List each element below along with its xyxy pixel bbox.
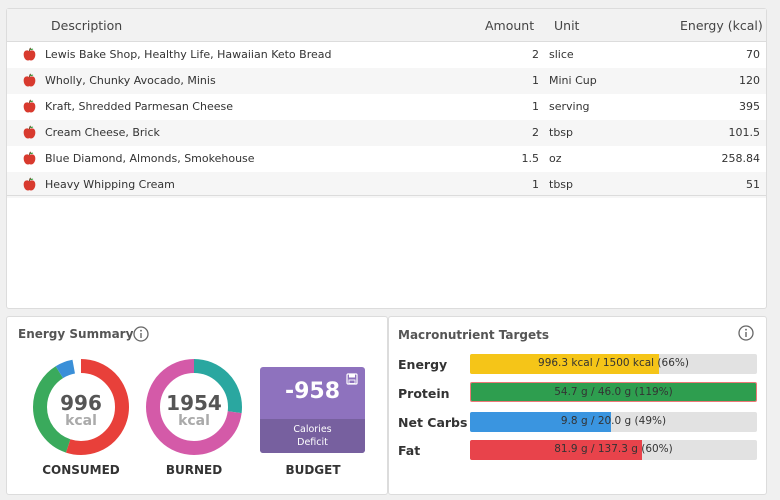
info-icon[interactable] [133, 326, 149, 342]
energy-summary-panel: Energy Summary 996 kcal CONSUMED 1954 kc… [6, 316, 388, 495]
consumed-value: 996 [60, 391, 102, 415]
protein-bar-fill [471, 383, 756, 401]
consumed-unit: kcal [65, 413, 97, 429]
table-header: Description Amount Unit Energy (kcal) [7, 9, 766, 42]
apple-icon [23, 151, 36, 165]
budget-value: -958 [284, 379, 341, 404]
row-unit: tbsp [549, 126, 574, 139]
food-diary-table: Description Amount Unit Energy (kcal) Le… [6, 8, 767, 309]
apple-icon [23, 99, 36, 113]
row-energy: 120 [739, 74, 760, 87]
energy-bar-fill [470, 354, 660, 374]
row-unit: oz [549, 152, 562, 165]
row-amount: 1 [532, 74, 539, 87]
row-unit: slice [549, 48, 574, 61]
budget-subtitle-line2: Deficit [297, 437, 328, 448]
table-row[interactable]: Kraft, Shredded Parmesan Cheese 1 servin… [7, 94, 766, 120]
net-carbs-bar-fill [470, 412, 611, 432]
consumed-donut-chart [33, 359, 129, 455]
net-carbs-progress-bar: 9.8 g / 20.0 g (49%) [470, 412, 757, 432]
row-amount: 1 [532, 178, 539, 191]
info-icon[interactable] [738, 325, 754, 341]
table-divider [7, 195, 766, 196]
burned-value: 1954 [166, 391, 222, 415]
row-description: Kraft, Shredded Parmesan Cheese [45, 100, 233, 113]
apple-icon [23, 125, 36, 139]
row-amount: 2 [532, 126, 539, 139]
row-energy: 70 [746, 48, 760, 61]
row-energy: 258.84 [721, 152, 761, 165]
table-row[interactable]: Wholly, Chunky Avocado, Minis 1 Mini Cup… [7, 68, 766, 94]
row-description: Heavy Whipping Cream [45, 178, 175, 191]
fat-bar-fill [470, 440, 643, 460]
energy-summary-title: Energy Summary [18, 327, 134, 341]
row-description: Lewis Bake Shop, Healthy Life, Hawaiian … [45, 48, 332, 61]
column-header-amount[interactable]: Amount [485, 18, 535, 33]
budget-subtitle: Calories Deficit [260, 419, 365, 453]
energy-bar-text: 996.3 kcal / 1500 kcal (66%) [538, 357, 689, 369]
apple-icon [23, 177, 36, 191]
macronutrient-targets-panel: Macronutrient Targets Energy 996.3 kcal … [388, 316, 767, 495]
burned-donut-chart [146, 359, 242, 455]
net-carbs-bar-text: 9.8 g / 20.0 g (49%) [560, 415, 667, 427]
row-description: Wholly, Chunky Avocado, Minis [45, 74, 216, 87]
table-row[interactable]: Cream Cheese, Brick 2 tbsp 101.5 [7, 120, 766, 146]
table-row[interactable]: Lewis Bake Shop, Healthy Life, Hawaiian … [7, 42, 766, 68]
protein-progress-bar: 54.7 g / 46.0 g (119%) [470, 382, 757, 402]
table-row[interactable]: Heavy Whipping Cream 1 tbsp 51 [7, 172, 766, 198]
macro-label-net-carbs: Net Carbs [398, 415, 468, 430]
row-amount: 1 [532, 100, 539, 113]
budget-subtitle-line1: Calories [293, 424, 332, 435]
row-unit: Mini Cup [549, 74, 597, 87]
column-header-unit[interactable]: Unit [554, 18, 580, 33]
energy-progress-bar: 996.3 kcal / 1500 kcal (66%) [470, 354, 757, 374]
fat-bar-text: 81.9 g / 137.3 g (60%) [554, 443, 673, 455]
row-unit: serving [549, 100, 590, 113]
save-icon[interactable] [346, 373, 358, 385]
macro-label-energy: Energy [398, 357, 448, 372]
protein-bar-text: 54.7 g / 46.0 g (119%) [554, 386, 673, 398]
budget-tile[interactable]: -958 Calories Deficit [260, 367, 365, 453]
table-row[interactable]: Blue Diamond, Almonds, Smokehouse 1.5 oz… [7, 146, 766, 172]
apple-icon [23, 47, 36, 61]
apple-icon [23, 73, 36, 87]
macro-label-fat: Fat [398, 443, 421, 458]
burned-unit: kcal [178, 413, 210, 429]
row-amount: 1.5 [521, 152, 540, 165]
row-description: Cream Cheese, Brick [45, 126, 160, 139]
burned-segment-pink [146, 359, 242, 455]
row-energy: 101.5 [728, 126, 761, 139]
macro-label-protein: Protein [398, 386, 450, 401]
macro-targets-title: Macronutrient Targets [398, 328, 550, 342]
consumed-segment-red [33, 359, 129, 455]
row-amount: 2 [532, 48, 539, 61]
row-unit: tbsp [549, 178, 574, 191]
consumed-label: CONSUMED [42, 463, 120, 477]
row-energy: 51 [746, 178, 760, 191]
consumed-segment-green [33, 359, 129, 455]
row-energy: 395 [739, 100, 760, 113]
column-header-description[interactable]: Description [51, 18, 123, 33]
burned-label: BURNED [165, 463, 223, 477]
fat-progress-bar: 81.9 g / 137.3 g (60%) [470, 440, 757, 460]
budget-label: BUDGET [285, 463, 341, 477]
row-description: Blue Diamond, Almonds, Smokehouse [45, 152, 255, 165]
column-header-energy[interactable]: Energy (kcal) [680, 18, 763, 33]
